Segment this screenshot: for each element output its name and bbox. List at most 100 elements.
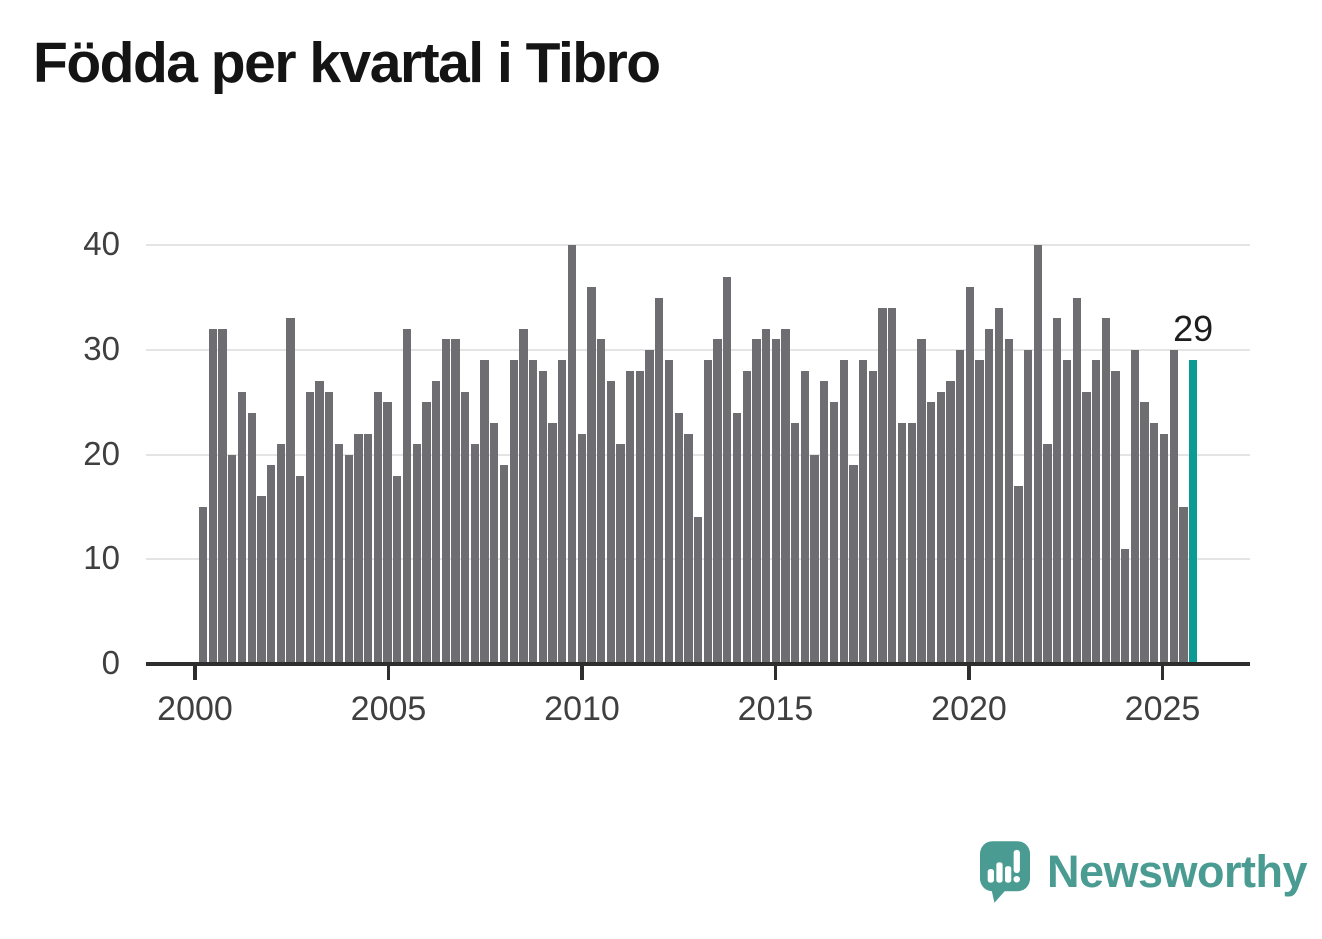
bar-2023Q4 [1121, 548, 1130, 664]
bar-2002Q2 [286, 318, 295, 664]
bar-2025Q3 [1189, 360, 1198, 664]
bar-2004Q4 [383, 402, 392, 664]
bar-2005Q3 [412, 444, 421, 664]
bar-2003Q2 [325, 391, 334, 664]
bar-2020Q1 [975, 360, 984, 664]
x-axis-label-2015: 2015 [737, 690, 814, 728]
x-axis-label-2005: 2005 [350, 690, 427, 728]
bar-2012Q2 [674, 412, 683, 664]
bar-2009Q4 [577, 433, 586, 664]
bar-2012Q3 [684, 433, 693, 664]
bar-2007Q4 [499, 465, 509, 664]
bar-2023Q2 [1101, 318, 1110, 664]
gridline-y-40 [146, 244, 1250, 247]
bar-2014Q4 [771, 339, 780, 664]
bar-2014Q1 [742, 370, 751, 664]
bar-2019Q2 [946, 381, 955, 664]
bar-2001Q1 [237, 391, 247, 664]
bar-2001Q2 [247, 412, 256, 664]
bar-2016Q1 [820, 381, 829, 664]
x-axis-tick-2000 [193, 666, 197, 680]
x-axis-tick-2015 [773, 666, 778, 680]
bar-2020Q3 [994, 308, 1004, 664]
bar-2005Q1 [393, 475, 402, 664]
bar-2002Q4 [305, 391, 315, 664]
bar-2017Q3 [878, 308, 887, 664]
bar-2015Q1 [781, 328, 790, 664]
bar-2003Q1 [315, 381, 324, 664]
bar-2013Q4 [732, 412, 742, 664]
bar-2003Q4 [344, 454, 353, 664]
bar-2005Q4 [422, 402, 431, 664]
bar-2018Q2 [907, 423, 916, 664]
bar-2013Q1 [703, 360, 712, 664]
bar-2024Q3 [1150, 423, 1159, 664]
bar-2011Q3 [645, 349, 654, 664]
x-axis-line [146, 661, 1250, 666]
brand-name: Newsworthy [1047, 846, 1308, 897]
gridline-y-20 [146, 453, 1250, 456]
bar-2010Q2 [596, 339, 606, 664]
bar-2010Q3 [606, 381, 615, 664]
bar-2021Q4 [1043, 444, 1052, 664]
bar-2015Q2 [791, 423, 800, 664]
bar-2009Q1 [548, 423, 557, 664]
bar-2017Q4 [888, 308, 897, 664]
bar-2022Q3 [1072, 297, 1081, 664]
bar-2004Q3 [373, 391, 382, 664]
bar-2017Q1 [859, 360, 868, 664]
x-axis-tick-2005 [386, 666, 391, 680]
bar-2009Q2 [558, 360, 567, 664]
bar-2008Q2 [519, 328, 528, 664]
x-axis-label-2020: 2020 [931, 690, 1007, 728]
bar-2003Q3 [334, 444, 344, 664]
bar-2012Q4 [694, 517, 703, 664]
bar-2018Q1 [897, 423, 907, 664]
bar-2018Q3 [917, 339, 926, 664]
bar-2024Q4 [1159, 433, 1169, 664]
bar-2011Q1 [626, 370, 635, 664]
bar-2008Q3 [529, 360, 538, 664]
bar-2018Q4 [926, 402, 936, 664]
bar-2004Q1 [354, 433, 363, 664]
bar-2016Q2 [829, 402, 839, 664]
gridline-y-30 [146, 348, 1250, 351]
x-axis-tick-2010 [580, 666, 584, 680]
bar-2010Q4 [616, 444, 625, 664]
latest-value-label: 29 [1173, 308, 1214, 350]
bar-2013Q2 [713, 339, 722, 664]
bar-2002Q1 [276, 444, 285, 664]
bar-2022Q1 [1053, 318, 1062, 664]
x-axis-label-2010: 2010 [544, 690, 620, 728]
bar-2013Q3 [723, 276, 732, 664]
bar-2019Q4 [965, 287, 975, 664]
bar-2015Q3 [800, 370, 810, 664]
bar-2006Q1 [431, 381, 441, 664]
bar-2025Q2 [1179, 506, 1188, 664]
y-axis-label-0: 0 [101, 644, 120, 681]
bar-2017Q2 [868, 370, 877, 664]
bar-2006Q4 [461, 391, 470, 664]
y-axis-label-40: 40 [83, 225, 120, 263]
bar-2010Q1 [587, 287, 596, 664]
bar-2000Q2 [208, 328, 217, 664]
brand-footer: Newsworthy [980, 841, 1308, 903]
bar-2014Q3 [761, 328, 771, 664]
bar-2008Q4 [538, 370, 547, 664]
bar-2021Q1 [1014, 486, 1023, 664]
x-axis-label-2000: 2000 [157, 690, 233, 728]
bar-2011Q4 [655, 297, 664, 664]
bar-2019Q3 [956, 349, 965, 664]
bar-2006Q2 [441, 339, 450, 664]
bar-2000Q4 [228, 454, 237, 664]
bar-2000Q1 [199, 506, 208, 664]
x-axis-tick-2020 [967, 666, 971, 680]
bar-2016Q3 [839, 360, 848, 664]
bar-2007Q1 [470, 444, 480, 664]
chart-title: Födda per kvartal i Tibro [33, 31, 661, 95]
bar-2015Q4 [810, 454, 819, 664]
newsworthy-logo-icon [980, 841, 1030, 903]
bar-2008Q1 [509, 360, 518, 664]
bar-2022Q2 [1062, 360, 1072, 664]
